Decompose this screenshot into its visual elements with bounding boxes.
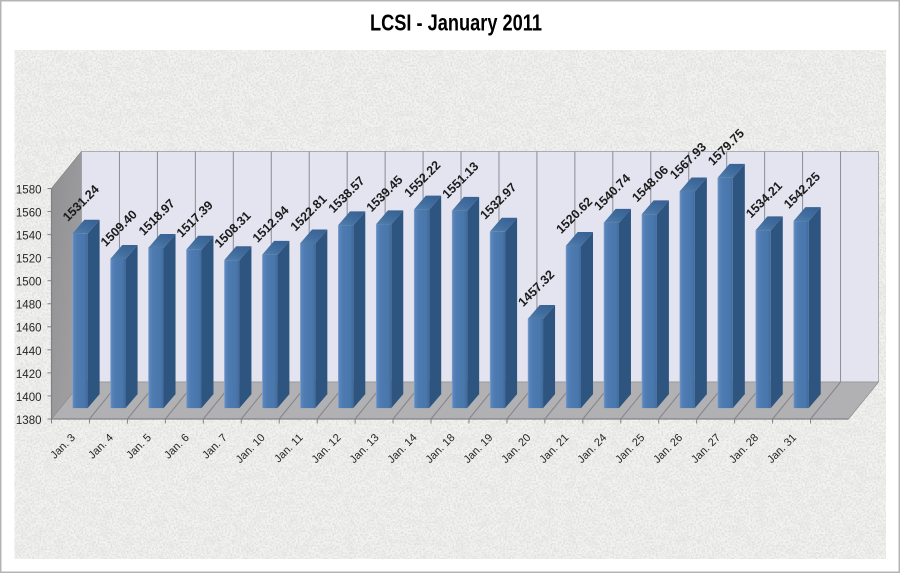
svg-text:1540: 1540 xyxy=(16,231,42,243)
svg-text:1560: 1560 xyxy=(16,207,42,219)
svg-text:1480: 1480 xyxy=(16,300,42,312)
svg-text:LCSI - January 2011: LCSI - January 2011 xyxy=(370,10,542,36)
svg-text:1520: 1520 xyxy=(16,254,42,266)
svg-text:1400: 1400 xyxy=(16,392,42,404)
svg-text:1420: 1420 xyxy=(16,369,42,381)
svg-text:1460: 1460 xyxy=(16,323,42,335)
svg-text:1500: 1500 xyxy=(16,277,42,289)
svg-text:1380: 1380 xyxy=(16,415,42,427)
svg-text:1440: 1440 xyxy=(16,346,42,358)
svg-text:1580: 1580 xyxy=(16,184,42,196)
